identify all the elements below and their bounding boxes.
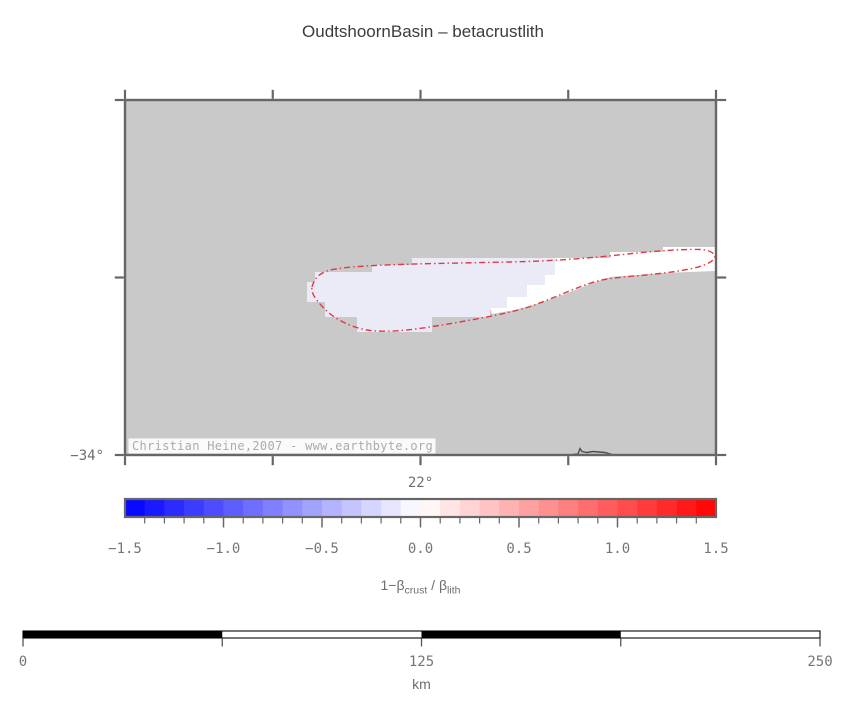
watermark-box	[128, 438, 436, 454]
colorbar-tick-label: −1.5	[108, 541, 142, 557]
colorbar-cell	[184, 499, 205, 517]
scalebar-unit-label: km	[412, 676, 431, 692]
colorbar-tick-label: 0.5	[506, 541, 531, 557]
colorbar-cell	[617, 499, 638, 517]
basin-outline	[311, 248, 716, 332]
colorbar-cell	[578, 499, 599, 517]
scalebar-label-0: 0	[19, 654, 27, 670]
colorbar-tick-label: −1.0	[207, 541, 241, 557]
colorbar-cell	[361, 499, 382, 517]
scalebar-black-segment-1	[23, 631, 223, 638]
basin-fill-negative	[307, 258, 555, 332]
colorbar-cell	[637, 499, 658, 517]
colorbar-cell	[223, 499, 244, 517]
colorbar-cell	[420, 499, 441, 517]
colorbar-tick-label: 0.0	[408, 541, 433, 557]
scalebar-black-segment-2	[421, 631, 621, 638]
colorbar-cell	[519, 499, 540, 517]
colorbar-ticks	[144, 518, 697, 528]
colorbar-cell	[381, 499, 402, 517]
colorbar-cell	[262, 499, 284, 517]
colorbar-cell	[459, 499, 481, 517]
colorbar-cell	[341, 499, 362, 517]
colorbar-tick-label: 1.0	[605, 541, 630, 557]
colorbar-cell	[400, 499, 421, 517]
colorbar-cell	[676, 499, 697, 517]
colorbar-cell	[282, 499, 303, 517]
colorbar-cells	[125, 499, 717, 517]
colorbar-cell	[597, 499, 618, 517]
colorbar-cell	[322, 499, 343, 517]
colorbar-cell	[440, 499, 461, 517]
colorbar-cell	[243, 499, 264, 517]
colorbar-tick-labels: −1.5 −1.0 −0.5 0.0 0.5 1.0 1.5	[108, 541, 729, 557]
colorbar-label-p1: 1−β	[381, 577, 405, 593]
colorbar-tick-label: 1.5	[703, 541, 728, 557]
colorbar-cell	[696, 499, 717, 517]
basin-fill-zero	[490, 247, 715, 314]
colorbar-label: 1−βcrust / βlith	[381, 577, 461, 597]
colorbar-label-sub2: lith	[447, 585, 461, 597]
coastline	[572, 446, 613, 456]
colorbar-cell	[203, 499, 224, 517]
colorbar-label-p2: / β	[427, 577, 447, 593]
colorbar-cell	[164, 499, 185, 517]
colorbar-cell	[479, 499, 500, 517]
colorbar-cell	[558, 499, 579, 517]
scalebar-ticks	[22, 638, 821, 647]
colorbar-cell	[499, 499, 520, 517]
watermark-text: Christian Heine,2007 - www.earthbyte.org	[132, 439, 433, 453]
colorbar-label-sub1: crust	[405, 585, 428, 597]
colorbar-cell	[302, 499, 323, 517]
colorbar-frame	[123, 497, 718, 519]
scalebar-label-125: 125	[409, 654, 434, 670]
colorbar-cell	[656, 499, 678, 517]
scalebar-label-250: 250	[807, 654, 832, 670]
x-axis-tick-label: 22°	[408, 475, 433, 491]
y-axis-tick-label: −34°	[70, 448, 104, 464]
colorbar-cell	[538, 499, 559, 517]
colorbar-cell	[144, 499, 165, 517]
map-frame	[123, 98, 718, 457]
colorbar-tick-label: −0.5	[305, 541, 339, 557]
colorbar-cell	[125, 499, 146, 517]
map-frame-ticks	[114, 89, 727, 466]
figure-title: OudtshoornBasin – betacrustlith	[302, 22, 544, 41]
